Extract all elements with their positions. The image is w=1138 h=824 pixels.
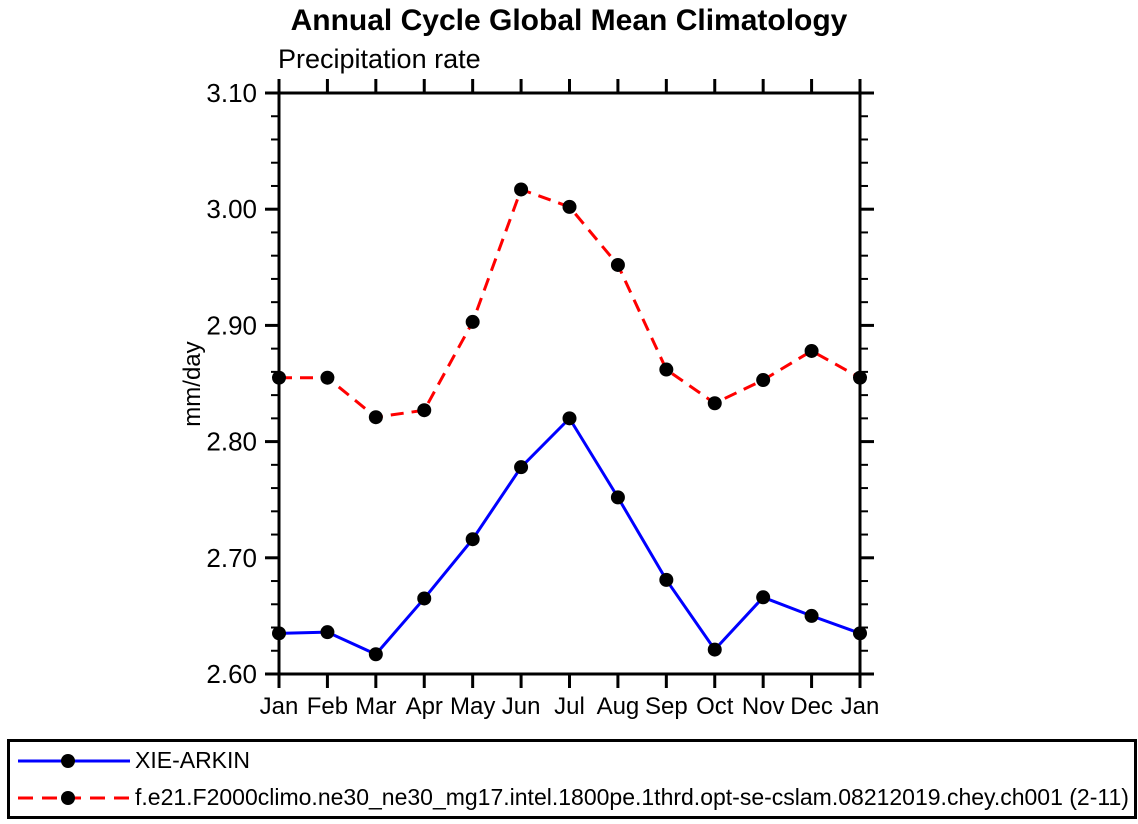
data-point-marker (610, 490, 625, 505)
legend-entry-model-run: f.e21.F2000climo.ne30_ne30_mg17.intel.18… (16, 781, 1134, 814)
data-point-marker (707, 396, 722, 411)
legend-line-sample-solid (18, 753, 130, 768)
y-tick-label: 2.70 (206, 543, 257, 573)
data-point-marker (514, 182, 529, 197)
x-tick-label: Mar (355, 693, 396, 720)
legend-label: XIE-ARKIN (135, 747, 251, 773)
legend-box: XIE-ARKIN f.e21.F2000climo.ne30_ne30_mg1… (7, 739, 1137, 819)
data-point-marker (659, 572, 674, 587)
y-tick-label: 2.80 (206, 427, 257, 457)
x-tick-label: Jan (841, 693, 880, 720)
data-point-marker (272, 370, 286, 385)
series-line-1 (279, 187, 861, 419)
data-point-marker (562, 199, 577, 214)
x-tick-label: May (450, 693, 495, 720)
data-point-marker (853, 370, 867, 385)
data-point-marker (417, 403, 432, 418)
data-point-marker (707, 642, 722, 657)
data-point-marker (562, 411, 577, 426)
data-point-marker (368, 647, 383, 662)
data-point-marker (804, 608, 819, 623)
data-point-marker (514, 460, 529, 475)
data-point-marker (804, 343, 819, 358)
x-tick-label: Dec (790, 693, 833, 720)
chart-title: Annual Cycle Global Mean Climatology (290, 4, 848, 37)
x-tick-label: Feb (307, 693, 348, 720)
x-tick-label: Sep (645, 693, 688, 720)
data-point-marker (272, 626, 286, 641)
x-tick-label: Nov (742, 693, 785, 720)
x-tick-label: Jun (502, 693, 541, 720)
x-tick-label: Apr (406, 693, 443, 720)
legend-line-sample-dashed (18, 790, 130, 805)
x-tick-label: Jan (260, 693, 299, 720)
legend-label: f.e21.F2000climo.ne30_ne30_mg17.intel.18… (135, 784, 1129, 810)
x-tick-label: Oct (696, 693, 734, 720)
y-tick-label: 3.00 (206, 194, 257, 224)
y-tick-label: 2.60 (206, 659, 257, 689)
data-point-marker (465, 532, 480, 547)
x-tick-label: Jul (554, 693, 585, 720)
data-point-marker (853, 626, 867, 641)
data-point-marker (659, 362, 674, 377)
data-point-marker (417, 591, 432, 606)
plot-area: 2.60 2.70 2.80 2.90 3.00 3.10 Jan Feb Mar Apr May J… (206, 78, 880, 720)
data-point-marker (610, 257, 625, 272)
data-point-marker (756, 373, 771, 388)
y-tick-label: 3.10 (206, 78, 257, 108)
x-tick-label: Aug (597, 693, 640, 720)
y-tick-label: 2.90 (206, 310, 257, 340)
data-point-marker (368, 410, 383, 425)
plot-frame (277, 91, 862, 676)
data-point-marker (320, 370, 335, 385)
chart-subtitle: Precipitation rate (278, 44, 481, 74)
legend-entry-xie-arkin: XIE-ARKIN (16, 744, 1134, 777)
data-point-marker (320, 625, 335, 640)
data-point-marker (465, 314, 480, 329)
series-line-0 (278, 415, 861, 657)
data-point-marker (756, 590, 771, 605)
